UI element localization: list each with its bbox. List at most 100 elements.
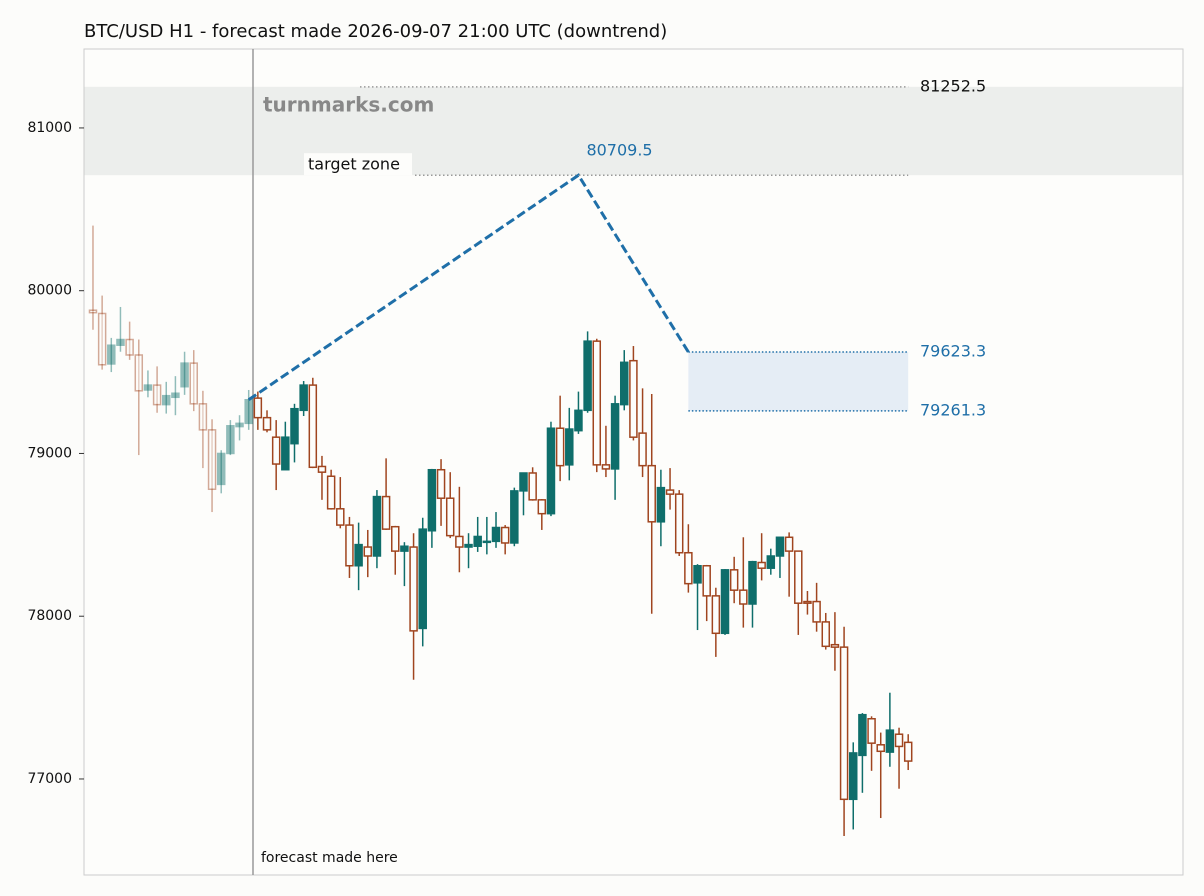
candle-body (876, 744, 885, 753)
forecast-marker-label: forecast made here (261, 850, 398, 866)
y-tick-label: 80000 (27, 283, 72, 299)
target-zone-label: target zone (308, 155, 400, 174)
y-tick-label: 79000 (27, 445, 72, 461)
candle-body (143, 384, 153, 391)
candle-body (565, 428, 574, 466)
watermark: turnmarks.com (263, 92, 434, 116)
candle-body (427, 468, 437, 532)
candle-body (171, 392, 180, 399)
candle-body (372, 495, 382, 557)
candle-body (885, 729, 895, 753)
candle-body (729, 569, 739, 591)
candle-body (867, 718, 876, 744)
target-high-label: 81252.5 (920, 76, 986, 95)
candle-body (354, 543, 363, 567)
candle-body (674, 493, 684, 554)
candle-body (391, 525, 400, 552)
target-label-bg (304, 153, 412, 176)
candle-body (592, 340, 602, 466)
candle-body (445, 497, 455, 537)
candle-body (491, 526, 501, 543)
candle-body (381, 495, 391, 530)
candle-body (775, 536, 785, 557)
y-tick-label: 77000 (27, 771, 72, 787)
candle-body (473, 535, 482, 547)
forecast-zone-low-label: 79261.3 (920, 400, 986, 419)
candle-body (436, 468, 446, 499)
candle-body (262, 416, 272, 431)
candle-body (720, 569, 730, 635)
candle-body (216, 452, 226, 486)
candle-body (839, 646, 849, 801)
candle-body (766, 555, 776, 569)
forecast-peak-label: 80709.5 (586, 141, 652, 160)
candle-body (665, 489, 675, 495)
candle-body (894, 733, 904, 748)
candle-body (455, 535, 464, 548)
candle-body (345, 524, 354, 567)
candle-body (647, 464, 656, 523)
candle-body (116, 338, 125, 346)
candle-body (226, 425, 235, 455)
candle-body (207, 429, 217, 491)
candle-body (821, 621, 831, 648)
y-tick-label: 81000 (27, 120, 72, 136)
candle-body (363, 546, 373, 557)
candle-body (271, 436, 281, 465)
candle-body (308, 384, 318, 469)
candle-body (500, 526, 510, 544)
candle-body (748, 560, 757, 605)
candle-body (134, 354, 144, 392)
candle-body (198, 403, 208, 431)
candle-body (528, 472, 537, 501)
candle-body (299, 384, 308, 412)
candle-body (610, 403, 620, 470)
candle-body (510, 490, 519, 544)
candle-body (418, 528, 427, 630)
candle-body (903, 741, 913, 762)
candle-body (290, 407, 299, 445)
candle-body (583, 340, 592, 412)
candle-body (848, 752, 858, 801)
candle-body (189, 362, 198, 405)
candle-body (812, 600, 821, 623)
candle-body (317, 465, 327, 473)
chart-title: BTC/USD H1 - forecast made 2026-09-07 21… (84, 21, 667, 42)
plot-area (83, 48, 1184, 876)
candle-body (757, 561, 766, 569)
candle-body (336, 508, 345, 526)
candle-body (858, 713, 867, 757)
candle-body (537, 499, 547, 515)
candle-body (253, 397, 263, 419)
candle-body (803, 600, 812, 604)
candle-body (326, 475, 336, 510)
candle-body (601, 464, 611, 470)
candle-body (656, 486, 666, 523)
candle-body (574, 409, 583, 432)
candle-body (830, 643, 840, 648)
candle-body (97, 312, 107, 366)
candle-body (519, 472, 528, 492)
candle-body (794, 550, 803, 604)
candle-body (88, 309, 98, 314)
candle-body (152, 384, 162, 406)
candle-body (107, 344, 116, 365)
candle-body (281, 436, 290, 471)
candle-body (546, 427, 556, 515)
candle-body (619, 361, 629, 406)
candle-body (784, 536, 794, 552)
forecast-zone (688, 352, 909, 411)
candle-body (162, 394, 171, 406)
candle-body (702, 565, 711, 597)
candle-body (235, 422, 244, 428)
candle-body (482, 540, 492, 544)
candle-body (125, 338, 134, 356)
target-zone (84, 86, 1183, 176)
y-tick-label: 78000 (27, 608, 72, 624)
candle-body (244, 398, 253, 425)
candle-body (629, 359, 638, 438)
candle-body (409, 546, 418, 632)
candle-body (693, 565, 702, 584)
candle-body (684, 551, 693, 585)
